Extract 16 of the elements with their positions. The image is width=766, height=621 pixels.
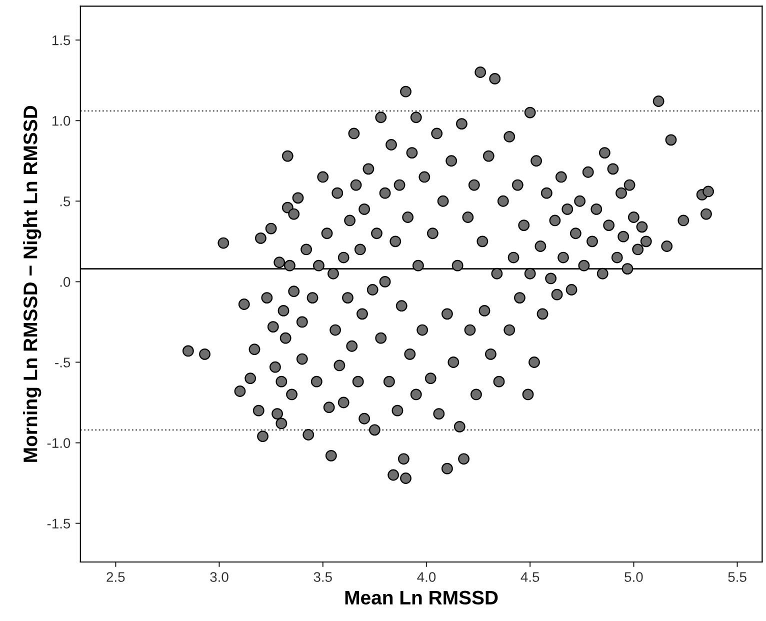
x-tick-label: 3.0 xyxy=(210,572,228,582)
y-tick-label: .5 xyxy=(60,196,70,206)
y-tick-label: 1.5 xyxy=(52,36,70,46)
y-tick-label: -.5 xyxy=(55,358,70,368)
x-tick-label: 5.0 xyxy=(624,572,643,582)
x-axis-title: Mean Ln RMSSD xyxy=(345,590,498,605)
x-tick-label: 5.5 xyxy=(728,572,746,582)
y-tick-label: 1.0 xyxy=(52,116,70,126)
x-tick-label: 2.5 xyxy=(106,572,125,582)
x-tick-label: 4.5 xyxy=(520,572,540,582)
x-tick-label: 4.0 xyxy=(417,572,436,582)
y-axis-title: Morning Ln RMSSD − Night Ln RMSSD xyxy=(23,106,42,462)
x-tick-label: 3.5 xyxy=(314,572,332,582)
y-tick-label: -1.5 xyxy=(47,518,70,529)
y-tick-label: .0 xyxy=(60,277,70,287)
y-tick-label: -1.0 xyxy=(47,438,70,448)
